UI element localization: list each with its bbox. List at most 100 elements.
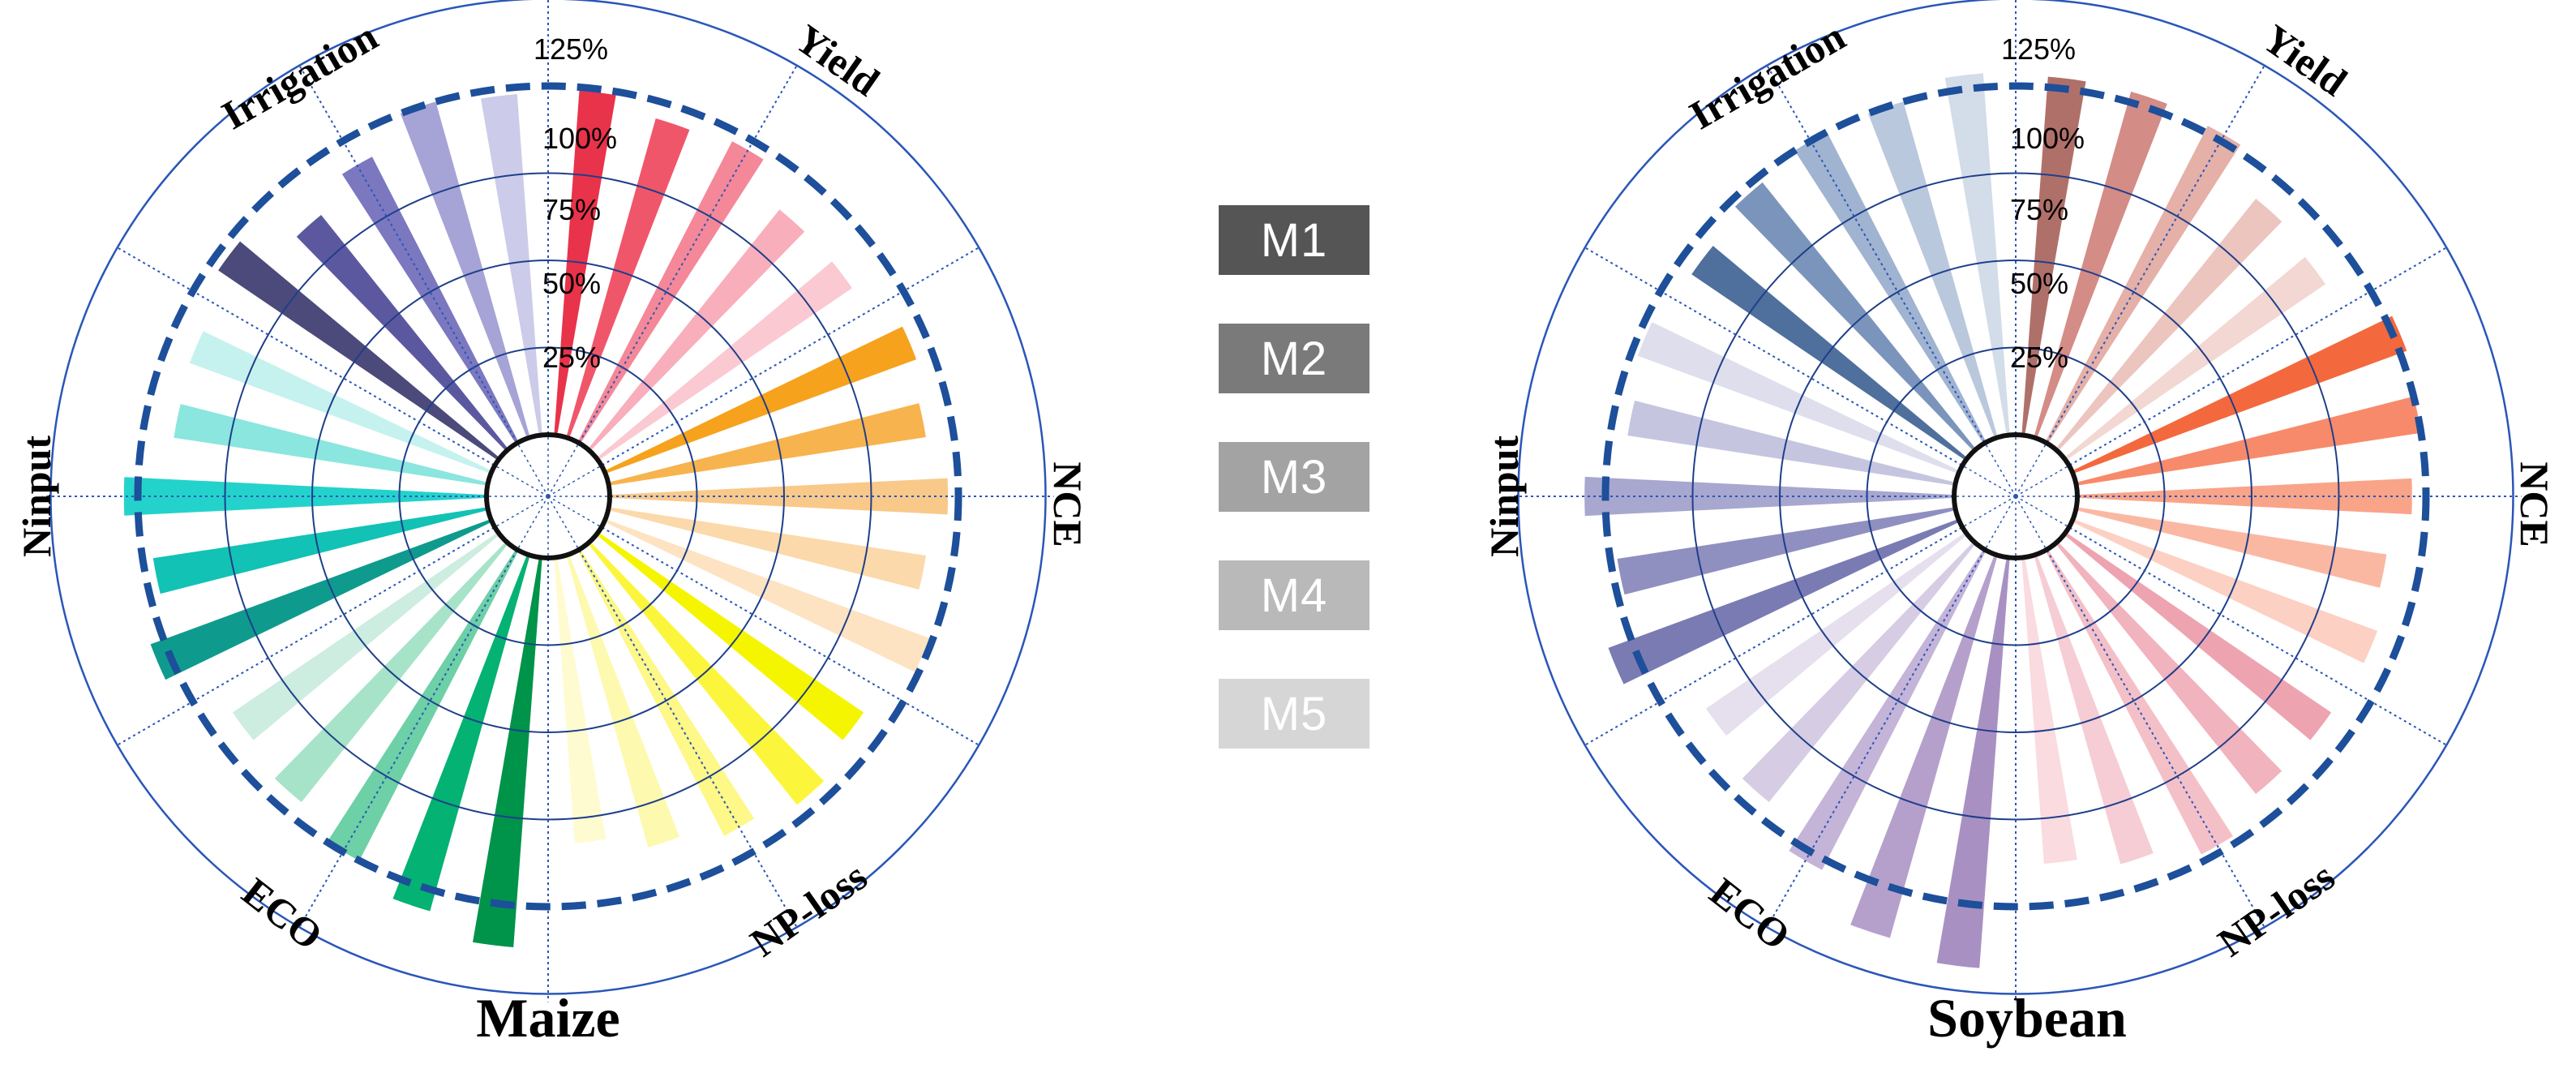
grid-circle-75 xyxy=(1691,172,2340,821)
bar-ninput-m3 xyxy=(123,477,487,516)
bar-np-loss-m3 xyxy=(577,548,755,836)
spoke-300 xyxy=(117,247,549,497)
bar-yield-m5 xyxy=(2064,256,2326,461)
bar-nce-m5 xyxy=(604,518,930,672)
bar-eco-m5 xyxy=(232,532,500,740)
legend: M1 M2 M3 M4 M5 xyxy=(1219,205,1369,797)
spoke-30 xyxy=(2015,65,2265,497)
bar-np-loss-m4 xyxy=(2034,554,2154,865)
spoke-120 xyxy=(547,496,979,746)
tick-label-75: 75% xyxy=(2010,193,2068,226)
tick-label-125: 125% xyxy=(534,32,608,66)
category-label-ninput: Ninput xyxy=(14,436,59,557)
bar-eco-m2 xyxy=(392,554,530,912)
bar-irrigation-m4 xyxy=(400,101,530,439)
bar-np-loss-m3 xyxy=(2045,548,2233,855)
hub-spoke-300 xyxy=(1961,465,2017,497)
bar-nce-m4 xyxy=(2076,507,2387,588)
hub-spoke-30 xyxy=(547,442,580,497)
bar-yield-m2 xyxy=(2034,91,2167,439)
bar-nce-m4 xyxy=(608,507,926,590)
tick-label-25: 25% xyxy=(2010,341,2068,374)
maize-radial-chart: Yield NCE NP-loss ECO Ninput Irrigation … xyxy=(14,0,1091,1049)
category-label-nce: NCE xyxy=(1045,461,1091,547)
bar-ninput-m1 xyxy=(1608,518,1960,684)
category-label-eco: ECO xyxy=(234,869,332,959)
tick-label-125: 125% xyxy=(2001,32,2076,66)
bar-yield-m4 xyxy=(587,209,805,452)
bar-np-loss-m5 xyxy=(554,557,606,843)
bar-eco-m1 xyxy=(473,557,542,947)
hub-spoke-150 xyxy=(2015,496,2047,551)
spoke-60 xyxy=(2015,247,2447,497)
bar-np-loss-m1 xyxy=(596,532,864,740)
spoke-60 xyxy=(547,247,979,497)
grid-circle-75 xyxy=(224,172,872,821)
bar-np-loss-m5 xyxy=(2021,557,2077,865)
bar-nce-m2 xyxy=(608,403,926,486)
hub-spoke-150 xyxy=(547,496,580,551)
bar-irrigation-m3 xyxy=(1794,131,1987,444)
tick-label-50: 50% xyxy=(2010,267,2068,300)
bar-nce-m1 xyxy=(2072,315,2407,474)
spoke-210 xyxy=(1766,496,2017,928)
legend-item-m4: M4 xyxy=(1219,560,1369,630)
hub-spoke-120 xyxy=(2015,496,2070,528)
bar-yield-m1 xyxy=(2021,76,2086,436)
category-label-np-loss: NP-loss xyxy=(2210,853,2342,965)
spoke-240 xyxy=(1584,496,2017,746)
bar-nce-m2 xyxy=(2076,396,2421,486)
bar-irrigation-m5 xyxy=(481,94,542,436)
spoke-30 xyxy=(547,65,798,497)
hub-spoke-60 xyxy=(2015,465,2070,497)
soybean-radial-chart: Yield NCE NP-loss ECO Ninput Irrigation … xyxy=(1481,0,2557,1049)
grid-circle-50 xyxy=(1779,260,2252,733)
hub-spoke-120 xyxy=(547,496,602,528)
spoke-150 xyxy=(547,496,798,928)
legend-item-m3: M3 xyxy=(1219,442,1369,512)
tick-label-75: 75% xyxy=(542,193,601,226)
spoke-330 xyxy=(1766,65,2017,497)
bar-irrigation-m5 xyxy=(1944,73,2010,436)
bar-yield-m3 xyxy=(2045,126,2241,444)
outer-circle-125 xyxy=(1517,0,2514,995)
hub-spoke-210 xyxy=(1984,496,2017,551)
chart-title-soybean: Soybean xyxy=(1927,987,2127,1049)
bar-irrigation-m2 xyxy=(1734,182,1977,452)
bar-ninput-m5 xyxy=(189,331,492,474)
hub-spoke-30 xyxy=(2015,442,2047,497)
bar-eco-m1 xyxy=(1936,557,2010,968)
tick-label-50: 50% xyxy=(542,267,601,300)
bar-eco-m2 xyxy=(1850,554,1998,938)
bar-irrigation-m3 xyxy=(341,157,519,444)
spoke-330 xyxy=(298,65,549,497)
bar-np-loss-m2 xyxy=(2055,541,2282,795)
hub-spoke-240 xyxy=(494,496,549,528)
bar-yield-m2 xyxy=(566,118,690,439)
tick-label-25: 25% xyxy=(542,341,601,374)
legend-item-m1: M1 xyxy=(1219,205,1369,275)
bar-irrigation-m2 xyxy=(296,215,509,452)
hub-spoke-210 xyxy=(516,496,549,551)
spoke-240 xyxy=(117,496,549,746)
bar-np-loss-m1 xyxy=(2064,532,2332,740)
grid-circle-50 xyxy=(311,260,785,733)
bar-ninput-m2 xyxy=(152,507,488,594)
tick-label-100: 100% xyxy=(2010,122,2085,155)
legend-item-m5: M5 xyxy=(1219,679,1369,749)
reference-circle-100 xyxy=(134,82,962,911)
bar-nce-m1 xyxy=(604,326,917,474)
spoke-210 xyxy=(298,496,549,928)
bar-np-loss-m4 xyxy=(566,554,680,848)
category-label-ninput: Ninput xyxy=(1481,436,1527,557)
hub-spoke-330 xyxy=(1984,442,2017,497)
chart-title-maize: Maize xyxy=(476,987,619,1049)
bar-nce-m3 xyxy=(609,478,949,515)
hub-spoke-300 xyxy=(494,465,549,497)
tick-label-100: 100% xyxy=(542,122,617,155)
bar-irrigation-m1 xyxy=(1691,246,1968,461)
legend-item-m2: M2 xyxy=(1219,324,1369,393)
bar-ninput-m4 xyxy=(1627,400,1956,486)
bar-eco-m3 xyxy=(327,548,519,861)
